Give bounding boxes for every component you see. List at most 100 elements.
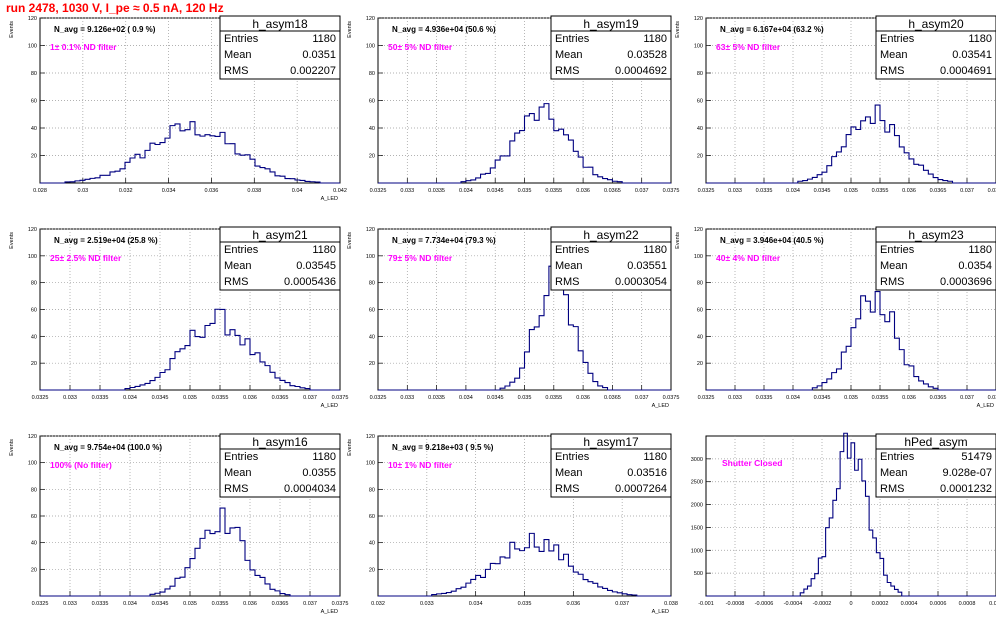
y-tick-label: 60 <box>697 99 703 105</box>
y-axis-label: Events <box>9 232 15 249</box>
x-tick-label: 0.0335 <box>756 188 773 194</box>
filter-label: 40± 4% ND filter <box>716 253 781 263</box>
y-axis-label: Events <box>675 232 681 249</box>
x-tick-label: 0.0355 <box>872 188 889 194</box>
y-tick-label: 80 <box>369 281 375 287</box>
x-tick-label: 0.0375 <box>988 188 996 194</box>
y-tick-label: 40 <box>369 334 375 340</box>
x-tick-label: 0.0006 <box>930 601 947 607</box>
y-tick-label: 80 <box>31 71 37 77</box>
x-tick-label: 0.035 <box>518 395 532 401</box>
y-tick-label: 80 <box>369 71 375 77</box>
y-tick-label: 500 <box>694 571 703 577</box>
filter-label: 50± 5% ND filter <box>388 42 453 52</box>
histogram-series <box>706 432 996 597</box>
x-tick-label: 0.034 <box>162 188 176 194</box>
x-tick-label: 0.035 <box>183 395 197 401</box>
stats-box <box>219 448 341 498</box>
x-tick-label: 0.035 <box>844 395 858 401</box>
stats-label: Entries <box>555 451 590 463</box>
x-tick-label: 0.034 <box>786 395 800 401</box>
y-tick-label: 60 <box>369 99 375 105</box>
stats-label: Mean <box>224 260 252 272</box>
x-tick-label: 0.0325 <box>698 188 715 194</box>
stats-value: 0.0355 <box>302 467 336 479</box>
x-tick-label: 0.0008 <box>959 601 976 607</box>
stats-label: Mean <box>555 467 583 479</box>
histogram-name: h_asym18 <box>252 17 308 31</box>
x-tick-label: 0.04 <box>292 188 303 194</box>
stats-label: Mean <box>555 49 583 61</box>
x-tick-label: 0.042 <box>333 188 347 194</box>
x-tick-label: 0.0325 <box>32 601 49 607</box>
x-tick-label: 0.034 <box>459 395 473 401</box>
stats-value: 0.0354 <box>958 260 992 272</box>
y-tick-label: 1000 <box>691 548 703 554</box>
stats-label: RMS <box>555 65 579 77</box>
stats-value: 0.002207 <box>290 65 336 77</box>
stats-value: 0.03551 <box>627 260 667 272</box>
stats-value: 1180 <box>312 451 336 463</box>
stats-value: 0.03528 <box>627 49 667 61</box>
x-tick-label: 0.0325 <box>370 188 387 194</box>
stats-value: 1180 <box>643 451 667 463</box>
x-tick-label: 0.0375 <box>988 395 996 401</box>
stats-label: RMS <box>224 276 248 288</box>
x-tick-label: 0.0345 <box>814 395 831 401</box>
stats-value: 51479 <box>961 451 992 463</box>
x-tick-label: 0.033 <box>63 601 77 607</box>
navg-label: N_avg = 4.936e+04 (50.6 %) <box>392 25 496 34</box>
stats-box <box>550 448 672 498</box>
x-tick-label: 0.037 <box>635 188 649 194</box>
x-tick-label: 0.0345 <box>487 395 504 401</box>
x-tick-label: -0.0002 <box>813 601 832 607</box>
x-tick-label: 0.0355 <box>212 601 229 607</box>
y-tick-label: 60 <box>369 514 375 520</box>
y-tick-label: 40 <box>369 126 375 132</box>
y-tick-label: 40 <box>31 334 37 340</box>
stats-value: 1180 <box>312 33 336 45</box>
stats-label: RMS <box>880 483 904 495</box>
y-tick-label: 120 <box>694 227 703 233</box>
x-tick-label: 0.0355 <box>872 395 889 401</box>
stats-value: 0.0351 <box>302 49 336 61</box>
x-tick-label: 0 <box>849 601 852 607</box>
x-tick-label: 0.0345 <box>487 188 504 194</box>
x-tick-label: 0.033 <box>420 601 434 607</box>
y-tick-label: 60 <box>697 308 703 314</box>
x-tick-label: 0.036 <box>243 601 257 607</box>
y-tick-label: 80 <box>697 71 703 77</box>
y-tick-label: 40 <box>31 541 37 547</box>
stats-box <box>550 241 672 291</box>
x-tick-label: 0.0335 <box>428 395 445 401</box>
histogram-name: h_asym22 <box>583 228 639 242</box>
y-tick-label: 3000 <box>691 457 703 463</box>
stats-value: 0.0003696 <box>940 276 992 288</box>
stats-label: RMS <box>555 483 579 495</box>
navg-label: N_avg = 7.734e+04 (79.3 %) <box>392 236 496 245</box>
x-tick-label: 0.028 <box>33 188 47 194</box>
x-tick-label: 0.035 <box>518 188 532 194</box>
x-tick-label: 0.0365 <box>930 395 947 401</box>
stats-label: RMS <box>224 483 248 495</box>
y-tick-label: 20 <box>369 567 375 573</box>
stats-label: Entries <box>880 33 915 45</box>
y-tick-label: 120 <box>28 227 37 233</box>
x-axis-label: A_LED <box>321 609 338 615</box>
x-tick-label: 0.033 <box>728 188 742 194</box>
x-tick-label: 0.0375 <box>332 601 349 607</box>
y-tick-label: 20 <box>697 154 703 160</box>
y-tick-label: 120 <box>366 434 375 440</box>
x-tick-label: 0.033 <box>400 188 414 194</box>
stats-box <box>219 241 341 291</box>
x-tick-label: 0.0325 <box>32 395 49 401</box>
x-tick-label: 0.0335 <box>92 601 109 607</box>
histogram-name: h_asym21 <box>252 228 308 242</box>
y-tick-label: 2000 <box>691 503 703 509</box>
x-tick-label: 0.032 <box>371 601 385 607</box>
stats-box <box>875 241 996 291</box>
y-tick-label: 100 <box>28 461 37 467</box>
y-axis-label: Events <box>9 21 15 38</box>
stats-label: Mean <box>224 467 252 479</box>
x-tick-label: 0.0355 <box>545 395 562 401</box>
